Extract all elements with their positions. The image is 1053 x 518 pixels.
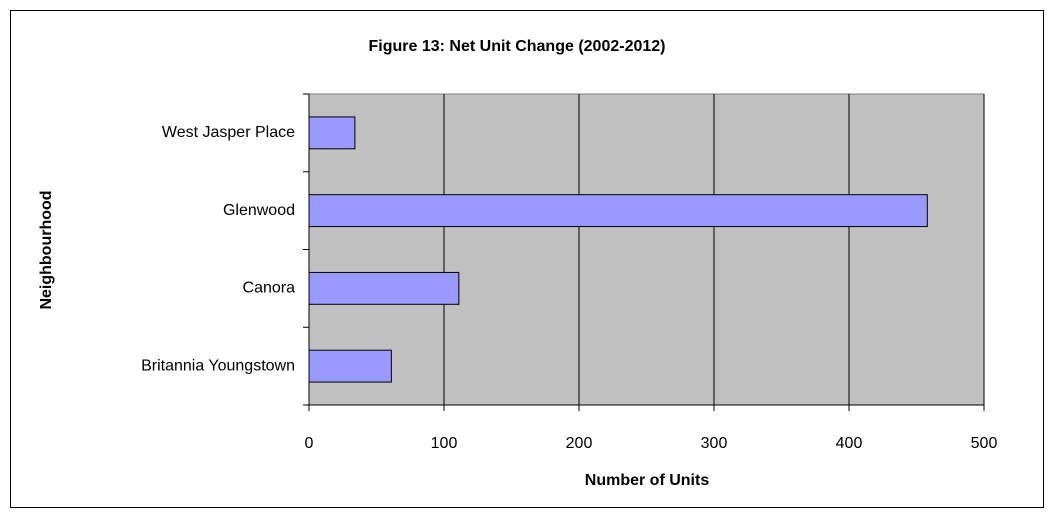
x-tick-label: 400 [836,435,863,452]
y-tick-label: Canora [243,280,296,297]
bar [308,349,392,383]
x-tick-label: 300 [701,435,728,452]
y-axis-title: Neighbourhood [38,190,55,309]
x-tick-label: 200 [566,435,593,452]
y-tick-label: West Jasper Place [162,124,295,141]
x-tick-label: 0 [305,435,314,452]
chart-title: Figure 13: Net Unit Change (2002-2012) [369,38,666,55]
bar [308,116,356,150]
x-tick-label: 100 [431,435,458,452]
x-axis-title: Number of Units [585,472,710,489]
plot-area [308,93,985,406]
bar [308,194,928,228]
y-tick-label: Britannia Youngstown [141,357,295,374]
x-tick-label: 500 [971,435,998,452]
y-tick-label: Glenwood [223,202,295,219]
bar [308,271,460,305]
